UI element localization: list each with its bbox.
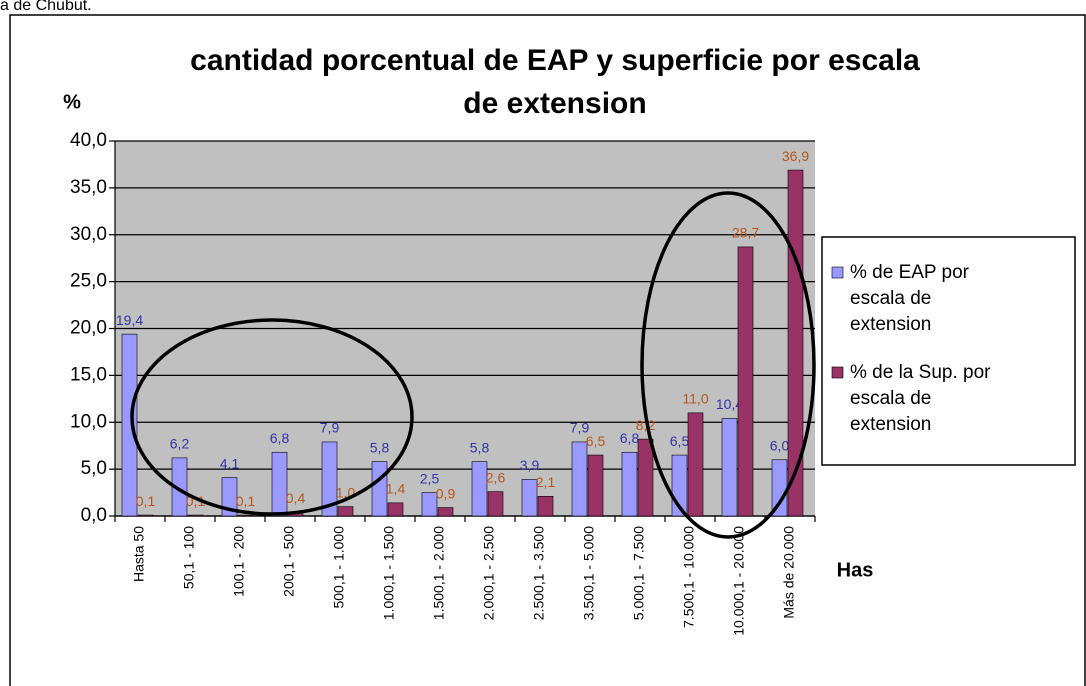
y-tick-label: 40,0 xyxy=(70,130,107,151)
data-label: 5,8 xyxy=(370,439,390,455)
x-tick-label: 50,1 - 100 xyxy=(181,526,197,589)
y-tick-label: 30,0 xyxy=(70,224,107,245)
bar xyxy=(521,479,538,517)
y-axis-label: % xyxy=(63,91,81,113)
bar xyxy=(621,451,638,517)
y-tick-label: 15,0 xyxy=(70,364,107,385)
x-tick-label: 2.500,1 - 3.500 xyxy=(531,526,547,620)
bar xyxy=(237,514,254,517)
annotation-ellipse xyxy=(130,318,414,516)
data-label: 0,9 xyxy=(436,485,456,501)
data-label: 2,6 xyxy=(486,469,506,485)
bar xyxy=(537,496,554,517)
bar xyxy=(787,169,804,517)
x-tick-label: 200,1 - 500 xyxy=(281,526,297,597)
data-label: 11,0 xyxy=(682,391,708,407)
bar xyxy=(337,506,354,517)
data-label: 6,8 xyxy=(620,430,640,446)
y-tick-label: 10,0 xyxy=(70,411,107,432)
y-tick-label: 25,0 xyxy=(70,271,107,292)
data-label: 6,8 xyxy=(270,430,290,446)
data-label: 0,1 xyxy=(136,493,156,509)
data-label: 1,4 xyxy=(386,481,406,497)
x-tick-label: 500,1 - 1.000 xyxy=(331,526,347,609)
bar xyxy=(187,514,204,517)
legend-swatch xyxy=(831,366,844,379)
bar xyxy=(637,438,654,517)
data-label: 3,9 xyxy=(520,457,540,473)
x-tick-label: Más de 20.000 xyxy=(781,526,797,619)
data-label: 28,7 xyxy=(732,225,759,241)
legend-box xyxy=(821,236,1076,466)
data-label: 6,2 xyxy=(170,436,190,452)
x-tick-label: 1.500,1 - 2.000 xyxy=(431,526,447,620)
data-label: 5,8 xyxy=(470,439,490,455)
x-tick-label: 7.500,1 - 10.000 xyxy=(681,526,697,628)
x-tick-label: 3.500,1 - 5.000 xyxy=(581,526,597,620)
legend-label: % de EAP por escala de extension xyxy=(850,262,970,335)
y-tick-label: 5,0 xyxy=(81,458,107,479)
y-tick-label: 0,0 xyxy=(81,505,107,526)
bar xyxy=(221,477,238,517)
data-label: 7,9 xyxy=(570,420,590,436)
data-label: 6,0 xyxy=(770,437,790,453)
bar xyxy=(387,502,404,517)
x-tick-label: 100,1 - 200 xyxy=(231,526,247,597)
chart-title: cantidad porcentual de EAP y superficie … xyxy=(190,44,920,120)
x-tick-label: 10.000,1 - 20.000 xyxy=(731,526,747,636)
bar xyxy=(421,492,438,517)
x-tick-label: 2.000,1 - 2.500 xyxy=(481,526,497,620)
x-tick-label: 1.000,1 - 1.500 xyxy=(381,526,397,620)
legend-label: % de la Sup. por escala de extension xyxy=(850,362,991,435)
x-tick-label: 5.000,1 - 7.500 xyxy=(631,526,647,620)
y-tick-label: 20,0 xyxy=(70,318,107,339)
bar xyxy=(437,507,454,517)
bar xyxy=(571,441,588,517)
bar xyxy=(121,333,138,517)
data-label: 6,5 xyxy=(586,433,606,449)
data-label: 2,1 xyxy=(536,474,556,490)
data-label: 0,4 xyxy=(286,490,306,506)
data-label: 7,9 xyxy=(320,420,340,436)
bar xyxy=(371,461,388,517)
data-label: 36,9 xyxy=(782,148,809,164)
bar xyxy=(721,418,738,517)
data-label: 6,5 xyxy=(670,433,690,449)
bar xyxy=(487,491,504,517)
x-tick-label: Hasta 50 xyxy=(131,526,147,582)
data-label: 2,5 xyxy=(420,470,440,486)
bar xyxy=(471,461,488,517)
bar xyxy=(587,454,604,517)
data-label: 10,4 xyxy=(716,396,743,412)
data-label: 0,1 xyxy=(236,493,256,509)
bar xyxy=(137,514,154,517)
annotation-ellipse xyxy=(640,191,816,539)
data-label: 19,4 xyxy=(116,312,143,328)
bar xyxy=(271,451,288,517)
y-tick-label: 35,0 xyxy=(70,177,107,198)
legend-swatch xyxy=(831,266,844,279)
data-label: 4,1 xyxy=(220,455,240,471)
x-axis-label: Has xyxy=(837,559,874,581)
bar xyxy=(687,412,704,517)
bar xyxy=(737,246,754,517)
caption: a de Chubut. xyxy=(0,0,92,14)
bar xyxy=(321,441,338,517)
